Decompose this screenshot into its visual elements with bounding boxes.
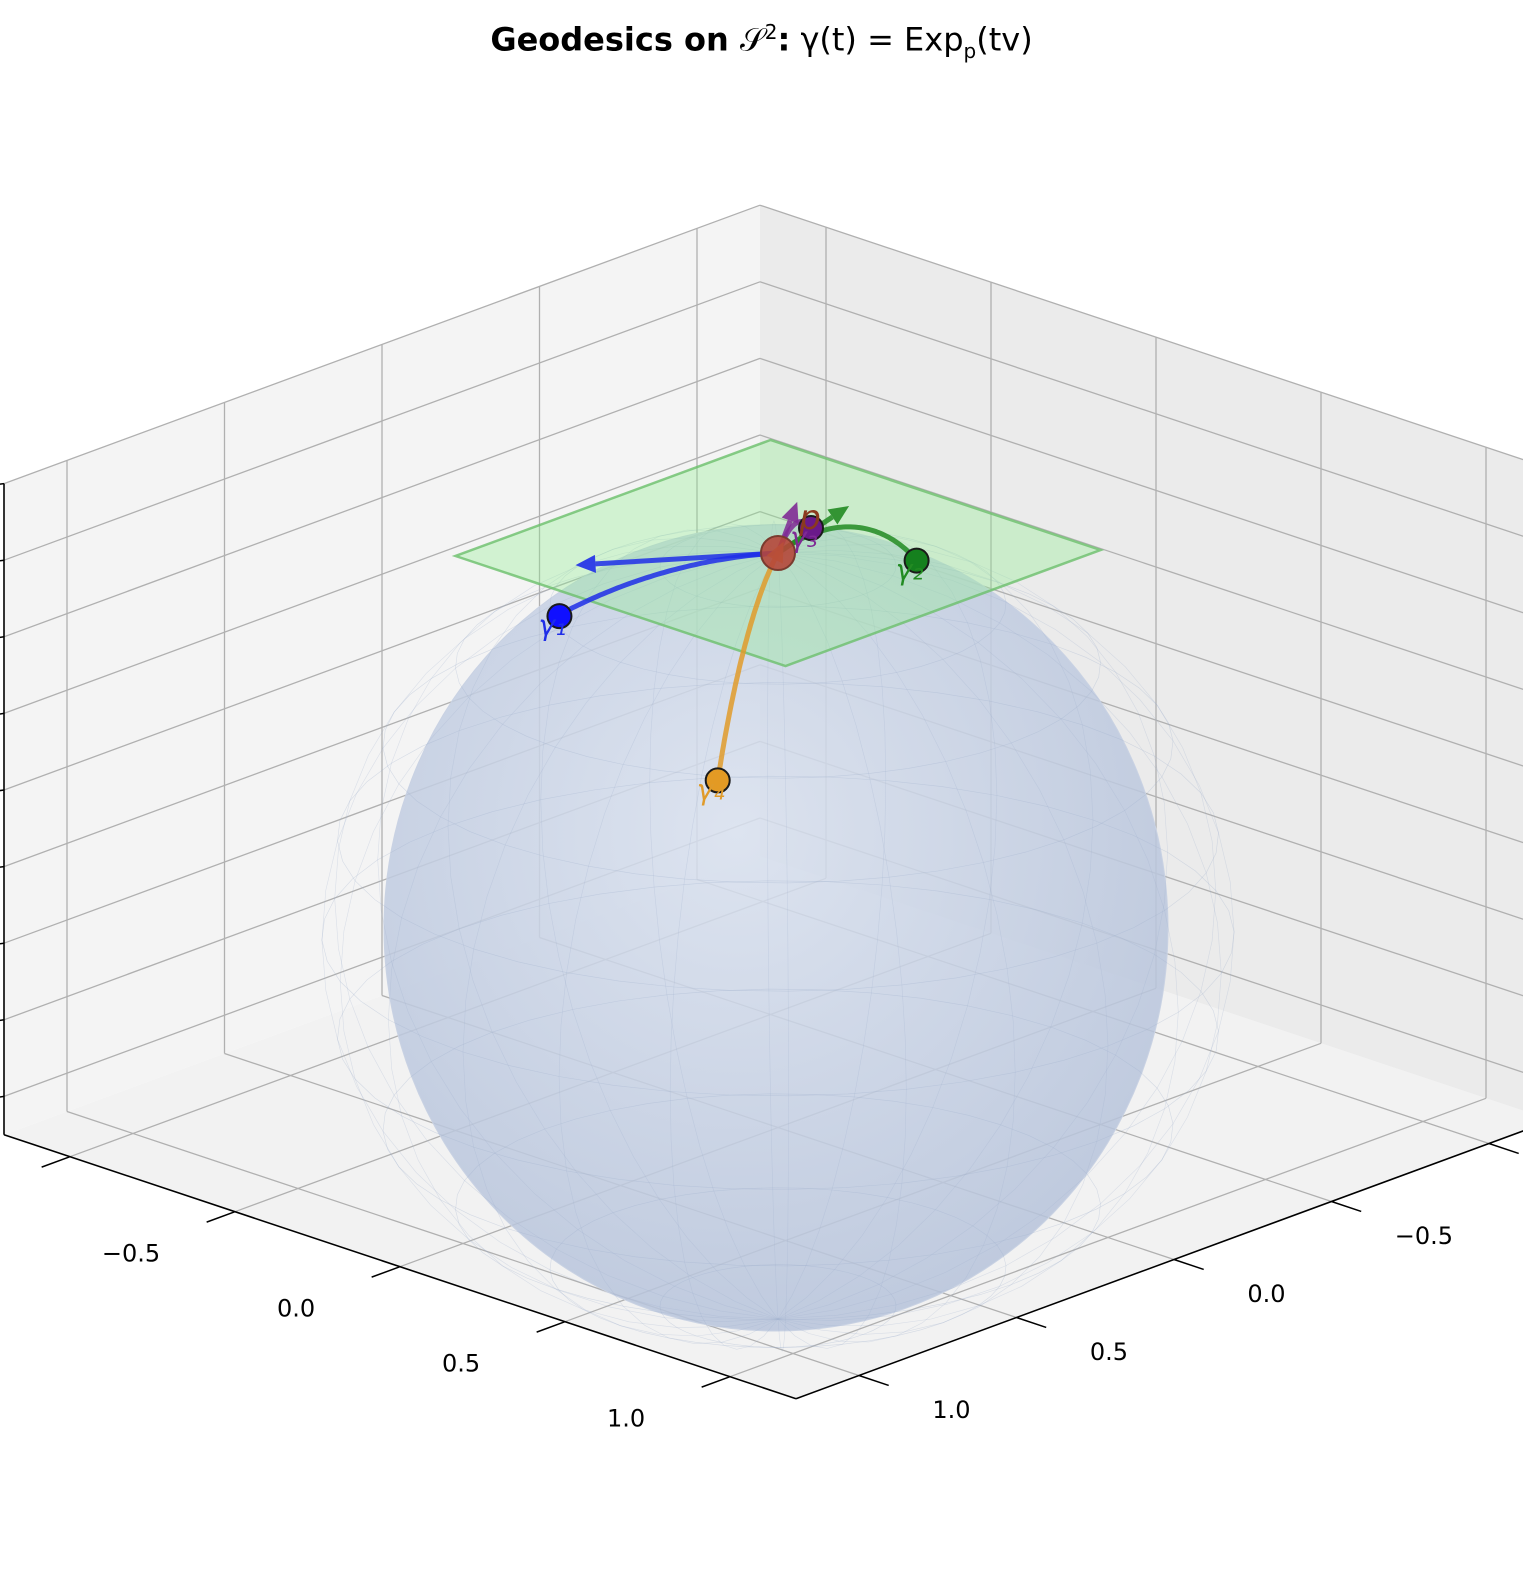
gridline-floor-y bbox=[729, 1097, 1487, 1378]
z-tick-mark bbox=[0, 942, 5, 945]
title-formula-sub: p bbox=[963, 39, 977, 64]
geodesic-label: γ₃ bbox=[790, 521, 818, 554]
sphere-latitude-line bbox=[549, 1187, 1007, 1348]
sphere-longitude-line bbox=[649, 523, 907, 1349]
tick-marks bbox=[0, 482, 1519, 1388]
gridline-wall-z-left bbox=[759, 434, 1523, 691]
sphere-latitude-line bbox=[337, 682, 1219, 992]
x-tick-mark bbox=[1173, 1258, 1204, 1271]
gridline-wall-z-right bbox=[3, 204, 761, 485]
gridline-wall-z-left bbox=[759, 204, 1523, 461]
sphere-longitude-line bbox=[540, 529, 1016, 1343]
gridline-wall-z-left bbox=[759, 357, 1523, 614]
sphere-latitude-line bbox=[321, 775, 1235, 1097]
sphere-longitude-line bbox=[669, 522, 887, 1350]
geodesic-endpoint-marker bbox=[546, 603, 573, 630]
x-tick-mark bbox=[1331, 1200, 1362, 1213]
y-tick-label: 1.0 bbox=[607, 1404, 645, 1432]
geodesic-endpoint-marker bbox=[798, 515, 824, 542]
y-tick-label: 0.0 bbox=[277, 1294, 315, 1322]
y-tick-mark bbox=[206, 1210, 236, 1223]
gridline-wall-z-left bbox=[759, 281, 1523, 537]
sphere-longitude-line bbox=[558, 528, 998, 1344]
x-tick-mark bbox=[858, 1374, 889, 1387]
sphere-latitude-line bbox=[659, 524, 897, 608]
sphere-latitude-line bbox=[382, 988, 1174, 1267]
sphere-longitude-line bbox=[339, 549, 1217, 1323]
y-tick-mark bbox=[701, 1375, 731, 1388]
y-tick-mark bbox=[41, 1155, 71, 1168]
z-tick-mark bbox=[0, 865, 5, 868]
y-tick-mark bbox=[371, 1265, 401, 1278]
title-manifold-sup: 2 bbox=[764, 20, 778, 44]
x-tick-label: 0.5 bbox=[1090, 1338, 1128, 1366]
sphere-surface bbox=[321, 520, 1235, 1352]
sphere-longitude-line bbox=[334, 551, 1222, 1321]
sphere-latitude-line bbox=[455, 1093, 1101, 1321]
geodesic-label: γ₂ bbox=[896, 554, 924, 587]
gridline-wall-z-right bbox=[3, 281, 761, 561]
title-colon: : bbox=[777, 20, 791, 59]
y-tick-label: 0.5 bbox=[442, 1349, 480, 1377]
x-tick-mark bbox=[1016, 1316, 1047, 1329]
geodesic-curve bbox=[715, 550, 781, 784]
z-tick-mark bbox=[0, 1095, 5, 1098]
sphere-longitude-line bbox=[387, 544, 1169, 1328]
sphere-latitude-line bbox=[382, 605, 1174, 884]
z-tick-mark bbox=[0, 1019, 5, 1022]
z-tick-mark bbox=[0, 559, 5, 562]
sphere-latitude-line bbox=[659, 1264, 897, 1348]
z-tick-mark bbox=[0, 789, 5, 792]
sphere-latitude-line bbox=[549, 524, 1007, 685]
title-formula-head: γ(t) = Exp bbox=[790, 20, 964, 59]
z-tick-mark bbox=[0, 712, 5, 715]
sphere-longitude-line bbox=[377, 545, 1179, 1326]
sphere-latitude-line bbox=[337, 880, 1219, 1190]
x-tick-label: 1.0 bbox=[932, 1396, 970, 1424]
y-tick-mark bbox=[536, 1320, 566, 1333]
sphere-longitude-line bbox=[447, 537, 1109, 1335]
geodesic-endpoint-marker bbox=[704, 767, 731, 794]
x-tick-label: 0.0 bbox=[1247, 1280, 1285, 1308]
sphere-latitude-line bbox=[455, 551, 1101, 779]
text-labels: −1.0−0.50.00.51.0−1.0−0.50.00.51.0−0.4−0… bbox=[102, 498, 1453, 1432]
base-point-marker bbox=[760, 535, 796, 571]
gridline-wall-z-right bbox=[3, 434, 761, 715]
tangent-vector-arrowhead bbox=[827, 506, 850, 525]
sphere-longitude-line bbox=[462, 535, 1094, 1337]
z-tick-mark bbox=[0, 636, 5, 639]
sphere-body bbox=[383, 524, 1169, 1332]
sphere-longitude-line bbox=[767, 520, 789, 1352]
base-point-label: p bbox=[798, 498, 821, 538]
tangent-vector-shaft bbox=[595, 550, 779, 567]
title-manifold: 𝒮 bbox=[739, 20, 765, 59]
y-tick-label: −0.5 bbox=[102, 1239, 160, 1267]
z-tick-mark bbox=[0, 482, 5, 485]
sphere-longitude-line bbox=[321, 552, 1235, 1320]
x-tick-mark bbox=[1488, 1142, 1519, 1155]
chart-title: Geodesics on 𝒮2: γ(t) = Expp(tv) bbox=[0, 20, 1523, 63]
title-formula-tail: (tv) bbox=[976, 20, 1033, 59]
x-tick-label: −0.5 bbox=[1395, 1222, 1453, 1250]
point-markers bbox=[546, 515, 930, 794]
geodesic-endpoint-marker bbox=[903, 547, 930, 574]
title-bold-part: Geodesics on bbox=[490, 20, 740, 59]
tangent-vector-arrowhead bbox=[575, 554, 596, 573]
geodesic-label: γ₁ bbox=[539, 609, 567, 642]
geodesic-label: γ₄ bbox=[697, 773, 725, 806]
tangent-vector-arrowhead bbox=[781, 501, 799, 524]
gridline-wall-z-right bbox=[3, 357, 761, 638]
